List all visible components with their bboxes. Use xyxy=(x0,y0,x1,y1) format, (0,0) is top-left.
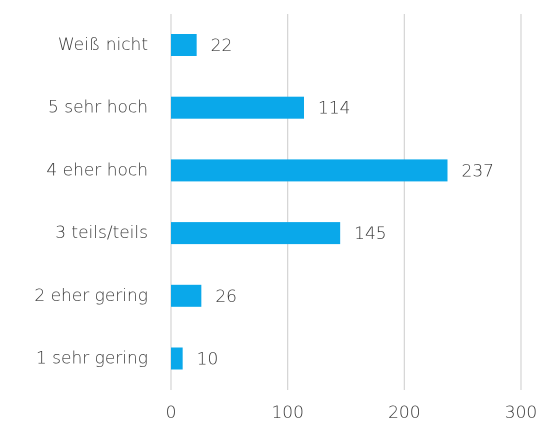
bar xyxy=(171,34,197,56)
y-tick-label: 1 sehr gering xyxy=(36,349,148,369)
y-tick-label: 4 eher hoch xyxy=(46,160,148,180)
data-label: 145 xyxy=(354,224,386,244)
data-label: 22 xyxy=(211,36,233,56)
bar xyxy=(171,222,341,245)
bar xyxy=(171,159,448,182)
x-tick-label: 100 xyxy=(271,403,303,423)
data-label: 10 xyxy=(197,350,219,370)
bar xyxy=(171,347,183,370)
bar xyxy=(171,284,202,307)
bar xyxy=(171,96,304,119)
x-tick-label: 200 xyxy=(388,403,420,423)
data-label: 237 xyxy=(462,161,494,181)
y-tick-label: 5 sehr hoch xyxy=(48,98,148,118)
y-tick-label: 2 eher gering xyxy=(34,286,148,306)
y-tick-label: Weiß nicht xyxy=(58,35,148,55)
y-tick-label: 3 teils/teils xyxy=(55,223,148,243)
data-label: 26 xyxy=(215,287,237,307)
data-label: 114 xyxy=(318,99,350,119)
x-tick-label: 0 xyxy=(166,403,177,423)
x-tick-label: 300 xyxy=(505,403,537,423)
